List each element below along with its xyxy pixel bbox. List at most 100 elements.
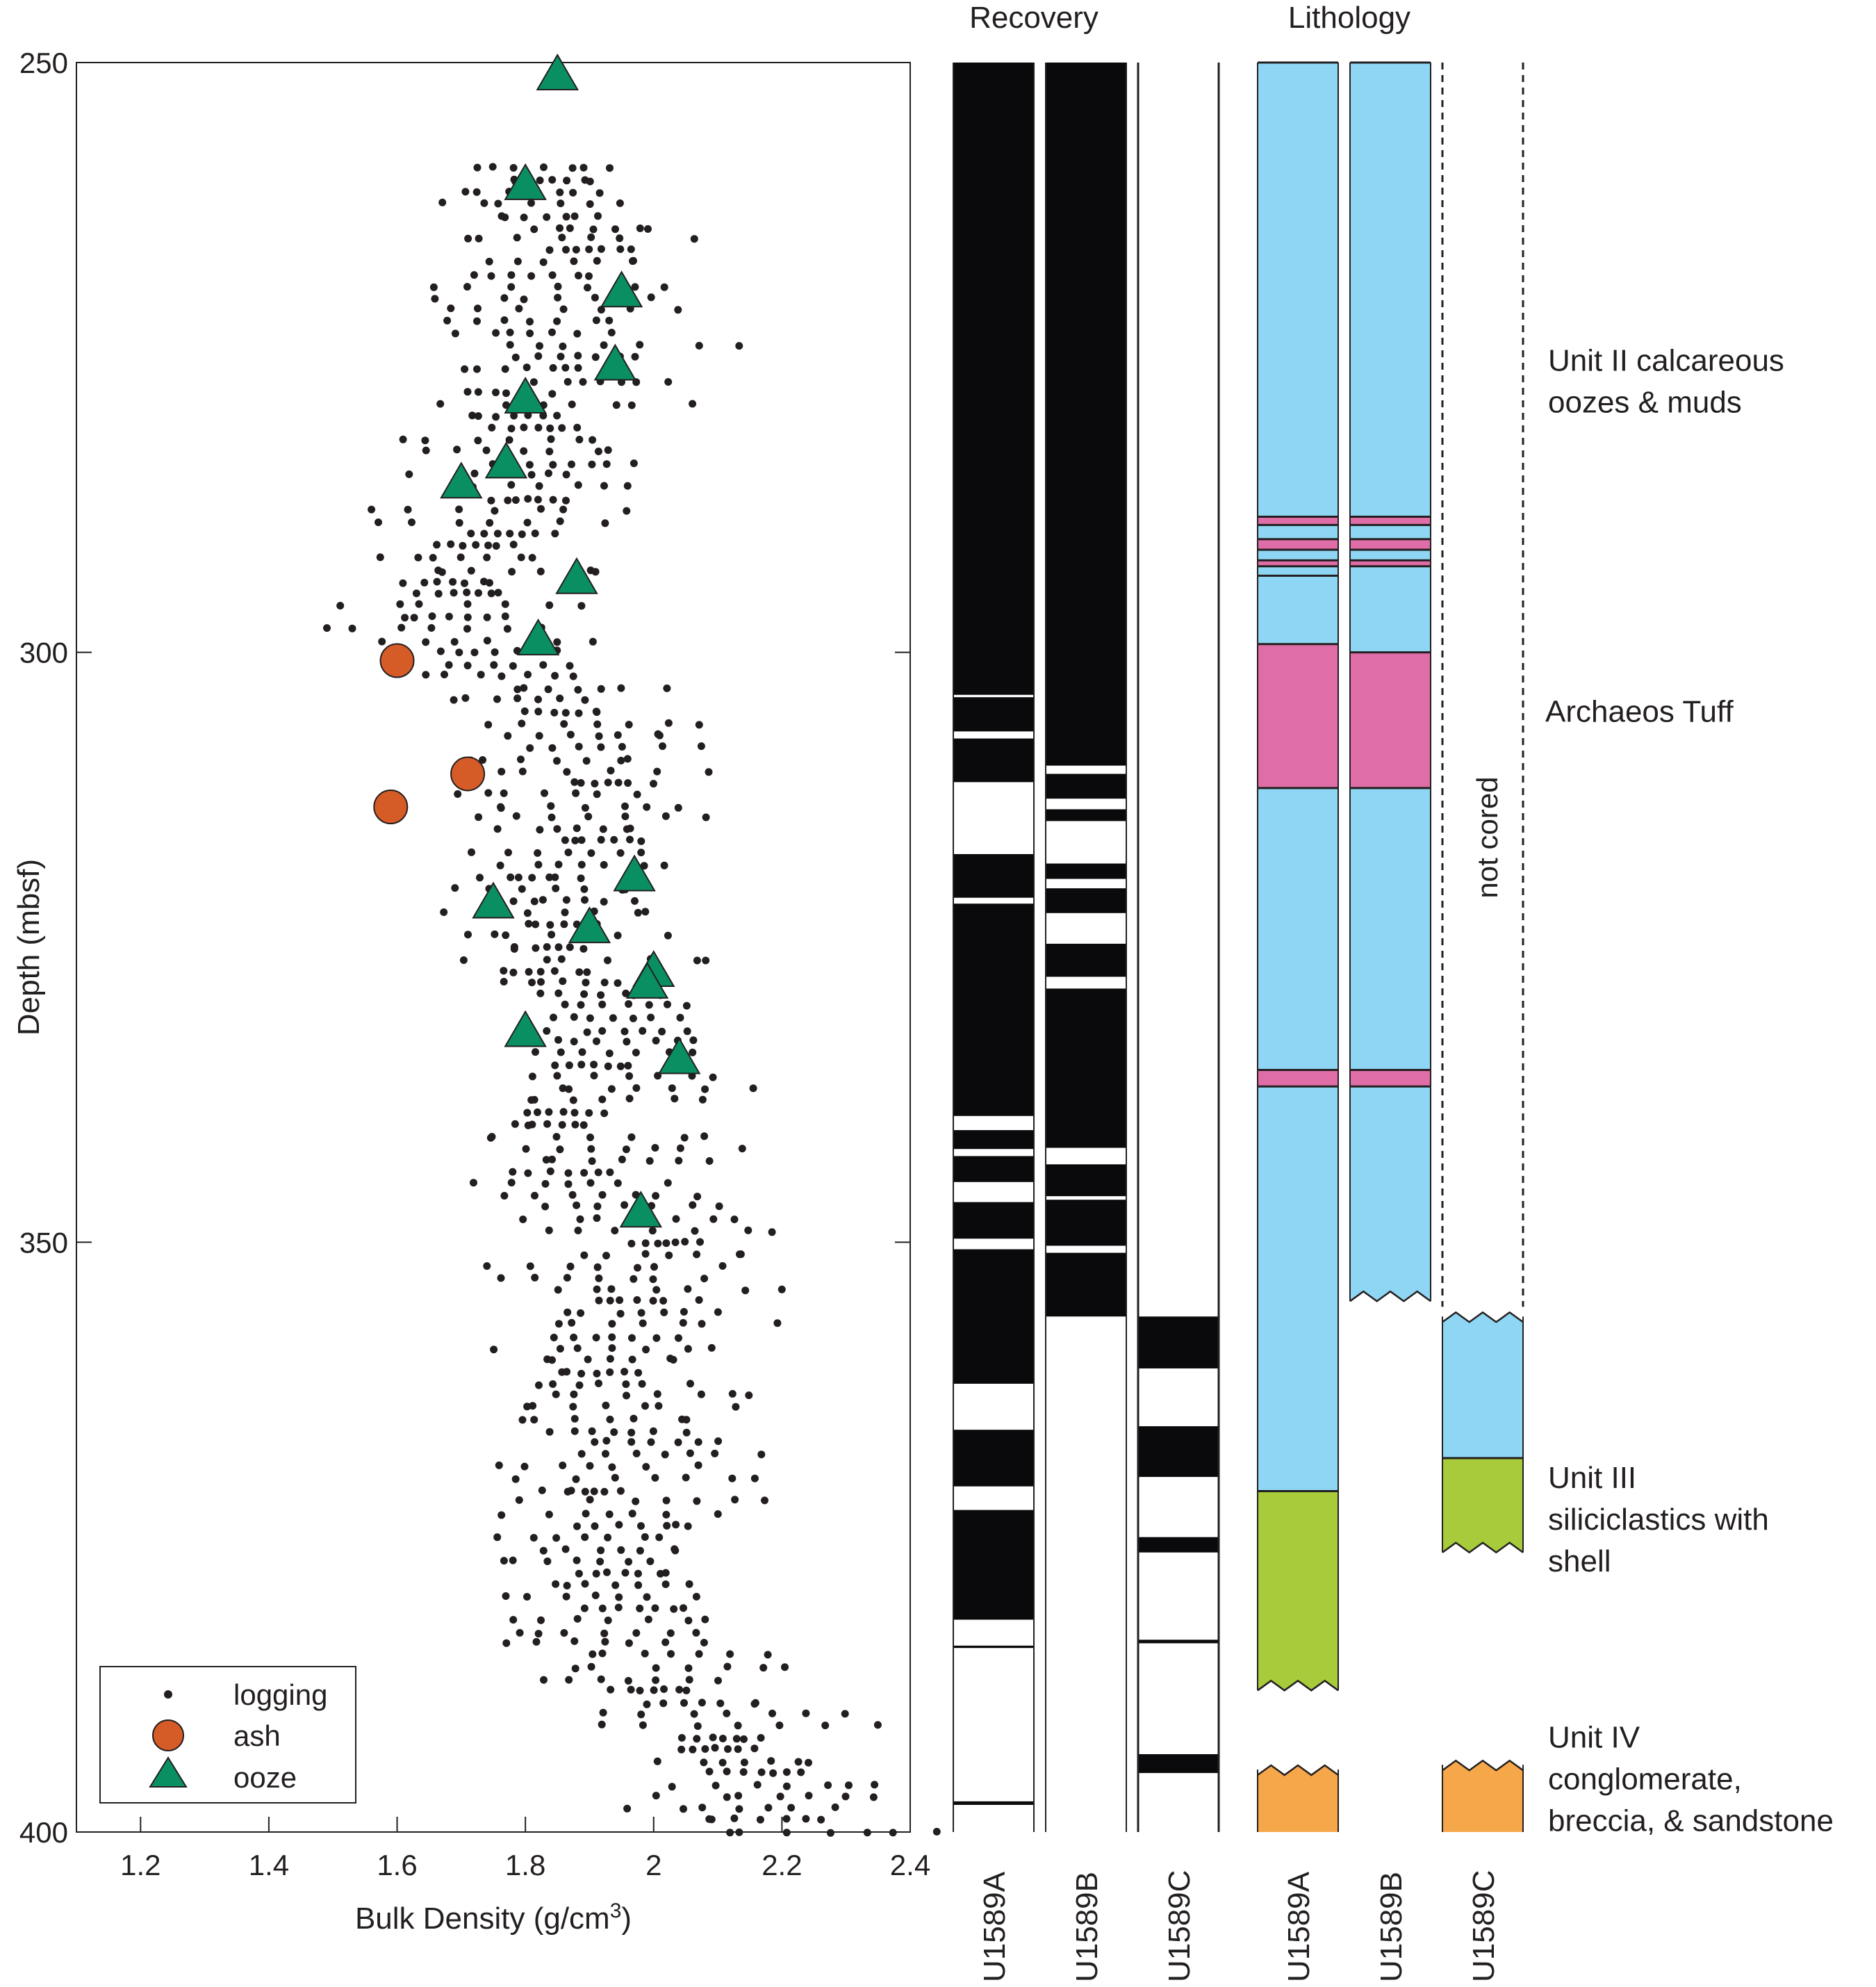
logging-point — [552, 1580, 560, 1588]
logging-point — [614, 731, 622, 739]
logging-point — [554, 293, 562, 302]
logging-point — [531, 530, 539, 537]
logging-point — [581, 1487, 589, 1496]
logging-point — [378, 637, 386, 646]
x-axis-label: Bulk Density (g/cm3) — [355, 1899, 632, 1936]
logging-point — [662, 1510, 670, 1519]
logging-point — [714, 1308, 722, 1316]
lithology-interval — [1350, 1086, 1431, 1302]
logging-point — [541, 789, 548, 797]
logging-point — [415, 600, 423, 608]
logging-point — [554, 860, 563, 869]
logging-point — [871, 1781, 879, 1789]
logging-point — [408, 518, 415, 526]
logging-point — [513, 685, 522, 694]
logging-point — [552, 884, 560, 892]
logging-point — [627, 1428, 636, 1437]
logging-point — [545, 601, 554, 610]
y-tick-label: 350 — [19, 1226, 68, 1259]
logging-point — [667, 1650, 675, 1658]
logging-point — [569, 1403, 577, 1411]
logging-point — [605, 316, 614, 325]
logging-point — [461, 694, 470, 702]
logging-point — [625, 1072, 634, 1080]
logging-point — [532, 1048, 539, 1056]
logging-point — [750, 1744, 759, 1753]
logging-point — [566, 662, 574, 670]
logging-point — [647, 1438, 655, 1446]
logging-point — [700, 1275, 709, 1283]
logging-point — [695, 1296, 703, 1304]
logging-point — [726, 1650, 734, 1658]
logging-point — [568, 1191, 577, 1199]
logging-point — [734, 1745, 742, 1753]
ooze-point — [536, 53, 579, 90]
logging-point — [768, 1709, 776, 1717]
recovery-interval — [1138, 1640, 1219, 1644]
logging-point — [493, 695, 501, 703]
logging-point — [509, 968, 518, 976]
logging-point — [616, 849, 625, 857]
logging-point — [668, 1783, 676, 1791]
lithology-interval — [1258, 525, 1338, 539]
logging-point — [412, 589, 420, 598]
recovery-columns — [953, 63, 1220, 1832]
logging-point — [484, 541, 493, 550]
logging-point — [583, 1028, 591, 1036]
logging-point — [732, 1735, 741, 1743]
logging-point — [568, 164, 577, 172]
logging-point — [507, 873, 515, 881]
logging-point — [700, 1639, 708, 1646]
logging-point — [579, 1121, 588, 1129]
logging-point — [540, 163, 548, 172]
logging-point — [694, 1461, 702, 1469]
logging-point — [573, 423, 582, 432]
logging-point — [440, 908, 448, 916]
logging-point — [549, 363, 557, 372]
logging-point — [562, 1592, 570, 1601]
logging-point — [455, 648, 463, 657]
logging-point — [736, 1250, 743, 1259]
logging-point — [723, 1709, 731, 1717]
logging-point — [693, 1735, 701, 1743]
logging-point — [593, 1285, 601, 1293]
ooze-point — [504, 377, 547, 414]
logging-point — [616, 199, 624, 207]
logging-point — [541, 1179, 550, 1188]
logging-point — [614, 931, 622, 940]
logging-point — [586, 1496, 594, 1504]
logging-point — [610, 1428, 618, 1437]
logging-point — [560, 1629, 568, 1637]
logging-point — [493, 530, 502, 538]
logging-point — [474, 388, 482, 396]
recovery-interval — [1138, 1426, 1219, 1478]
logging-point — [562, 896, 570, 904]
logging-point — [535, 1381, 543, 1389]
logging-point — [841, 1792, 850, 1801]
logging-point — [574, 1227, 582, 1234]
logging-point — [527, 199, 535, 207]
logging-point — [600, 1629, 609, 1637]
logging-point — [530, 1095, 538, 1104]
logging-point — [550, 1334, 558, 1341]
logging-point — [623, 482, 632, 490]
logging-point — [611, 1227, 619, 1235]
logging-point — [723, 1662, 732, 1671]
logging-point — [601, 519, 609, 528]
logging-point — [624, 1676, 632, 1685]
logging-point — [532, 920, 540, 929]
logging-point — [607, 1285, 616, 1293]
logging-point — [597, 991, 605, 999]
logging-point — [689, 1745, 697, 1753]
logging-point — [551, 1061, 559, 1070]
logging-point — [557, 955, 566, 963]
logging-point — [450, 638, 459, 646]
logging-point — [700, 1758, 708, 1767]
legend-ash-label: ash — [233, 1719, 281, 1752]
logging-point — [530, 897, 538, 906]
logging-point — [503, 625, 511, 633]
logging-point — [558, 1121, 566, 1129]
logging-point — [637, 1522, 645, 1530]
logging-point — [598, 1191, 607, 1199]
logging-point — [528, 1072, 536, 1081]
